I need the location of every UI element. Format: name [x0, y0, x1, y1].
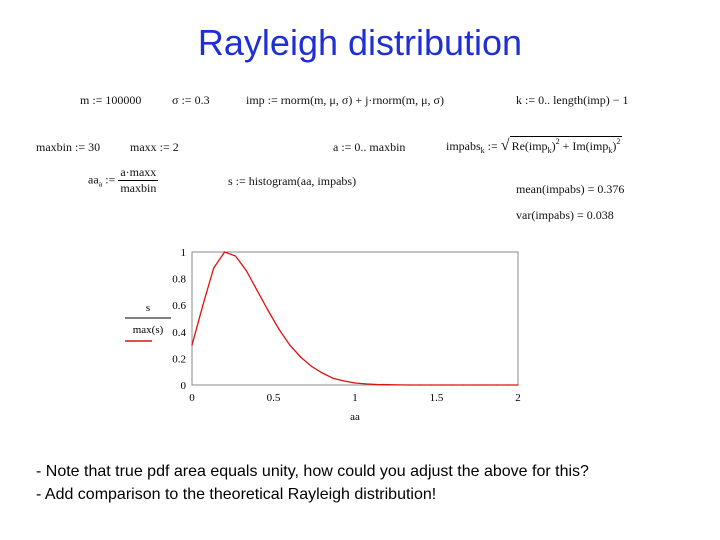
x-axis-label: aa — [350, 411, 360, 423]
data-point — [430, 384, 432, 386]
y-axis-label-den: max(s) — [133, 324, 164, 336]
note-line-2: - Add comparison to the theoretical Rayl… — [36, 486, 437, 503]
data-point — [202, 304, 204, 306]
def-a: a := 0.. maxbin — [333, 140, 406, 154]
def-aa: aaa := a·maxx maxbin — [88, 165, 159, 196]
x-tick-label: 1.5 — [430, 392, 444, 404]
data-point — [245, 270, 247, 272]
data-point — [495, 384, 497, 386]
data-point — [452, 384, 454, 386]
data-point — [354, 382, 356, 384]
aa-denominator: maxbin — [120, 181, 157, 195]
x-tick-label: 0 — [189, 392, 195, 404]
data-point — [234, 255, 237, 257]
data-point — [321, 372, 323, 374]
y-tick-label: 0.2 — [172, 353, 186, 365]
def-impabs: impabsk := √ Re(impk)2 + Im(impk)2 — [446, 136, 623, 155]
data-point — [365, 383, 367, 385]
result-var: var(impabs) = 0.038 — [516, 208, 614, 222]
impabs-lhs: impabs — [446, 139, 481, 153]
data-point — [463, 384, 465, 386]
def-imp: imp := rnorm(m, μ, σ) + j·rnorm(m, μ, σ) — [246, 93, 444, 107]
data-point — [213, 267, 215, 269]
note-line-1: - Note that true pdf area equals unity, … — [36, 463, 589, 480]
data-point — [473, 384, 476, 386]
impabs-im-pow: 2 — [616, 137, 621, 146]
data-point — [224, 251, 226, 253]
def-s: s := histogram(aa, impabs) — [228, 174, 357, 188]
impabs-im-sub: k — [608, 146, 613, 155]
data-point — [484, 384, 486, 386]
data-point — [517, 384, 519, 386]
data-point — [506, 384, 508, 386]
y-tick-label: 1 — [181, 247, 187, 259]
data-point — [256, 289, 258, 292]
aa-fraction: a·maxx maxbin — [118, 165, 159, 196]
data-point — [441, 384, 443, 386]
y-tick-label: 0.8 — [172, 274, 186, 286]
impabs-re-close: ) — [551, 139, 556, 153]
impabs-subscript: k — [480, 146, 485, 155]
data-point — [408, 384, 410, 386]
impabs-re-pow: 2 — [555, 137, 560, 146]
x-tick-label: 2 — [515, 392, 521, 404]
impabs-im: Im(imp — [572, 139, 609, 153]
def-k: k := 0.. length(imp) − 1 — [516, 93, 629, 107]
aa-lhs: aa — [88, 172, 99, 187]
aa-subscript: a — [98, 179, 103, 189]
data-point — [343, 380, 345, 382]
data-point — [300, 356, 302, 358]
x-tick-label: 0.5 — [267, 392, 281, 404]
def-m: m := 100000 — [80, 93, 142, 107]
impabs-im-close: ) — [612, 139, 617, 153]
data-point — [332, 377, 334, 379]
data-point — [289, 344, 291, 346]
data-point — [387, 384, 389, 386]
slide-title: Rayleigh distribution — [197, 22, 523, 63]
data-point — [310, 365, 313, 367]
y-tick-label: 0 — [181, 380, 187, 392]
y-tick-label: 0.6 — [172, 300, 186, 312]
notes: - Note that true pdf area equals unity, … — [36, 460, 589, 506]
series-line — [191, 251, 518, 386]
sqrt-symbol: √ — [500, 137, 510, 154]
plot-frame — [191, 251, 519, 386]
data-point — [267, 309, 269, 312]
def-sigma: σ := 0.3 — [172, 93, 210, 107]
result-mean: mean(impabs) = 0.376 — [516, 182, 625, 196]
x-tick-label: 1 — [352, 392, 358, 404]
impabs-re: Re(imp — [511, 139, 548, 153]
impabs-assign: := — [487, 139, 498, 153]
aa-numerator: a·maxx — [118, 165, 159, 181]
impabs-radicand: Re(impk)2 + Im(impk)2 — [509, 136, 623, 155]
y-tick-label: 0.4 — [172, 327, 186, 339]
impabs-re-sub: k — [547, 146, 552, 155]
def-maxx: maxx := 2 — [130, 140, 179, 154]
data-point — [191, 344, 193, 346]
def-maxbin: maxbin := 30 — [36, 140, 101, 154]
data-point — [419, 384, 421, 386]
data-point — [397, 384, 400, 386]
data-point — [278, 328, 280, 330]
y-axis-label-num: s — [146, 302, 150, 314]
data-point — [376, 383, 378, 386]
aa-assign: := — [105, 172, 116, 187]
